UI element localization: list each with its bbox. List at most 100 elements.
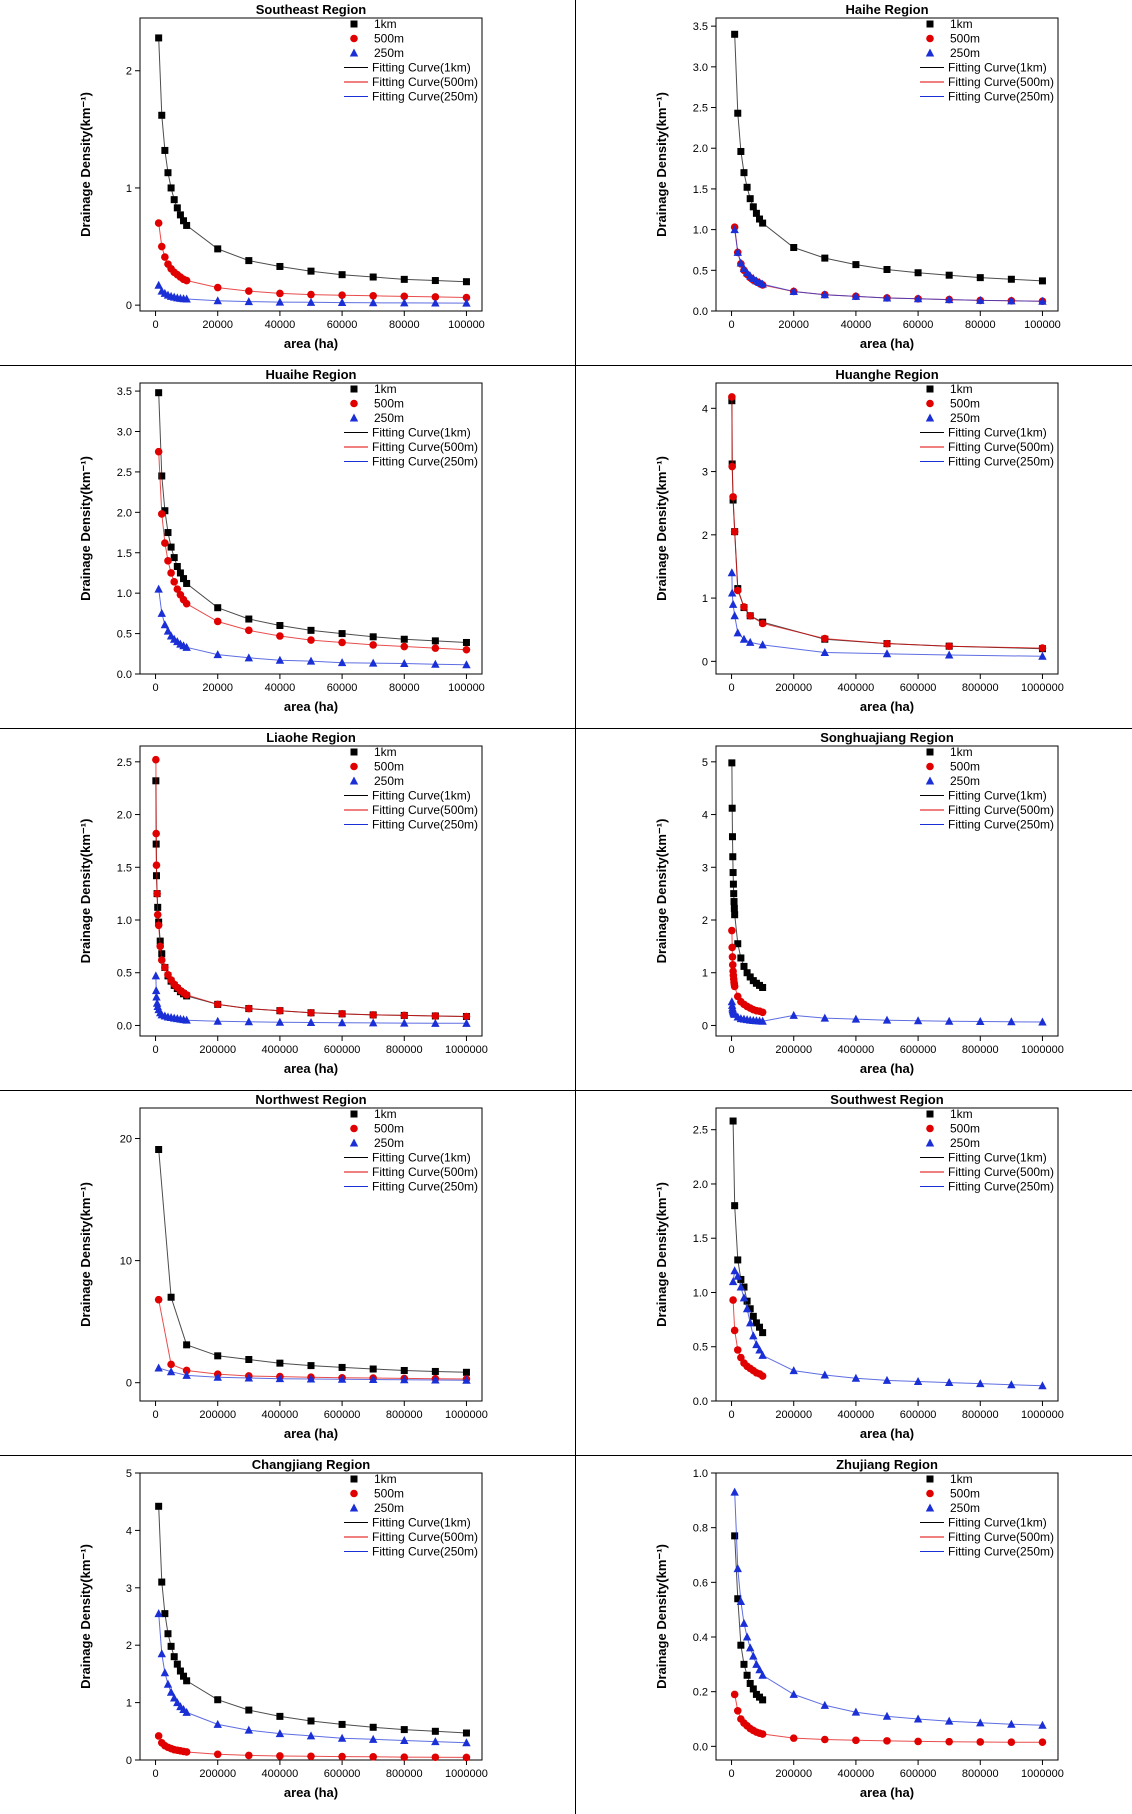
y-axis-label: Drainage Density(km⁻¹) bbox=[654, 1544, 669, 1689]
y-tick-label: 0.0 bbox=[693, 306, 708, 318]
data-point bbox=[182, 276, 191, 285]
data-point bbox=[276, 632, 284, 640]
data-point bbox=[728, 926, 736, 935]
x-tick-label: 0 bbox=[152, 1409, 158, 1421]
x-tick-label: 0 bbox=[728, 1768, 734, 1780]
data-point bbox=[945, 1737, 953, 1746]
y-axis-label: Drainage Density(km⁻¹) bbox=[654, 1182, 669, 1327]
data-point bbox=[913, 1376, 923, 1385]
y-tick-label: 4 bbox=[702, 403, 708, 415]
fitting-curve bbox=[158, 1149, 467, 1373]
chart-title: Southeast Region bbox=[256, 2, 367, 17]
data-point bbox=[400, 1726, 408, 1734]
data-point bbox=[734, 1595, 742, 1603]
y-axis-label: Drainage Density(km⁻¹) bbox=[654, 819, 669, 964]
x-tick-label: 0 bbox=[152, 319, 158, 331]
legend-marker bbox=[926, 399, 934, 408]
data-point bbox=[173, 585, 182, 593]
data-point bbox=[728, 599, 738, 608]
data-point bbox=[730, 904, 738, 912]
data-point bbox=[759, 983, 767, 991]
data-point bbox=[758, 279, 767, 288]
data-point bbox=[183, 579, 191, 587]
data-point bbox=[1007, 275, 1015, 283]
y-tick-label: 0 bbox=[126, 1378, 132, 1390]
chart-svg: Huaihe Region 0 20000 40000 60000 80000 100000… bbox=[78, 367, 485, 714]
legend-marker bbox=[350, 1110, 358, 1118]
data-point bbox=[820, 1700, 830, 1709]
data-point bbox=[746, 195, 754, 203]
data-point bbox=[462, 638, 470, 646]
x-tick-label: 800000 bbox=[962, 1044, 999, 1056]
x-tick-label: 80000 bbox=[965, 319, 996, 331]
data-point bbox=[820, 290, 830, 299]
chart-panel: Southwest Region 0 200000 400000 600000 80000… bbox=[576, 1090, 1132, 1455]
data-point bbox=[180, 217, 188, 225]
x-tick-label: 0 bbox=[728, 1409, 734, 1421]
data-point bbox=[431, 1375, 440, 1384]
legend-label: Fitting Curve(250m) bbox=[372, 1545, 478, 1559]
data-point bbox=[728, 833, 736, 841]
data-point bbox=[462, 660, 471, 669]
data-point bbox=[337, 298, 347, 307]
data-point bbox=[167, 569, 175, 577]
x-axis-label: area (ha) bbox=[284, 1061, 338, 1076]
fitting-curve bbox=[734, 227, 1043, 302]
x-tick-label: 400000 bbox=[838, 1044, 875, 1056]
data-point bbox=[729, 869, 737, 877]
x-tick-label: 100000 bbox=[1024, 319, 1061, 331]
data-point bbox=[743, 1671, 751, 1679]
data-point bbox=[1007, 1719, 1016, 1728]
x-tick-label: 20000 bbox=[202, 682, 233, 694]
legend-label: Fitting Curve(500m) bbox=[372, 1165, 478, 1179]
data-point bbox=[431, 1367, 439, 1375]
data-point bbox=[728, 953, 737, 961]
legend-label: 1km bbox=[374, 17, 397, 31]
y-tick-label: 0.5 bbox=[693, 1342, 708, 1354]
data-point bbox=[883, 639, 891, 648]
y-tick-label: 2 bbox=[126, 1640, 132, 1652]
y-tick-label: 5 bbox=[702, 757, 708, 769]
x-axis-label: area (ha) bbox=[860, 699, 914, 714]
data-point bbox=[182, 1748, 191, 1756]
data-point bbox=[276, 1752, 284, 1760]
data-point bbox=[164, 529, 172, 537]
y-tick-label: 0.4 bbox=[693, 1632, 708, 1644]
data-point bbox=[462, 1018, 471, 1027]
legend-label: 1km bbox=[950, 17, 973, 31]
legend-marker bbox=[350, 1489, 358, 1498]
x-tick-label: 0 bbox=[728, 319, 734, 331]
data-point bbox=[307, 636, 315, 644]
data-point bbox=[400, 658, 409, 667]
x-tick-label: 800000 bbox=[386, 1044, 423, 1056]
fitting-curve bbox=[158, 223, 467, 298]
x-tick-label: 0 bbox=[152, 1044, 158, 1056]
data-point bbox=[214, 1696, 222, 1704]
chart-svg: Haihe Region 0 20000 40000 60000 80000 100000 0… bbox=[654, 2, 1061, 351]
data-point bbox=[1007, 1738, 1016, 1747]
data-point bbox=[400, 1735, 409, 1744]
data-point bbox=[462, 1375, 471, 1384]
plot-frame bbox=[139, 1107, 483, 1402]
y-tick-label: 3.0 bbox=[117, 427, 132, 439]
data-point bbox=[740, 1283, 748, 1291]
chart-svg: Changjiang Region 0 200000 400000 600000 8000… bbox=[78, 1457, 488, 1800]
data-point bbox=[213, 650, 222, 659]
data-point bbox=[731, 911, 739, 919]
data-point bbox=[729, 493, 737, 501]
data-point bbox=[369, 633, 377, 641]
data-point bbox=[161, 507, 169, 515]
data-point bbox=[733, 628, 742, 637]
data-point bbox=[369, 641, 377, 649]
data-point bbox=[756, 1323, 764, 1331]
y-tick-label: 5 bbox=[126, 1468, 132, 1480]
data-point bbox=[727, 997, 737, 1006]
data-point bbox=[759, 1329, 767, 1337]
legend-label: 1km bbox=[374, 1107, 397, 1121]
x-tick-label: 800000 bbox=[962, 1768, 999, 1780]
x-tick-label: 100000 bbox=[448, 682, 485, 694]
legend-label: Fitting Curve(1km) bbox=[948, 1151, 1047, 1165]
legend-label: Fitting Curve(250m) bbox=[372, 1180, 478, 1194]
y-tick-label: 1.0 bbox=[117, 588, 132, 600]
data-point bbox=[1038, 277, 1046, 285]
